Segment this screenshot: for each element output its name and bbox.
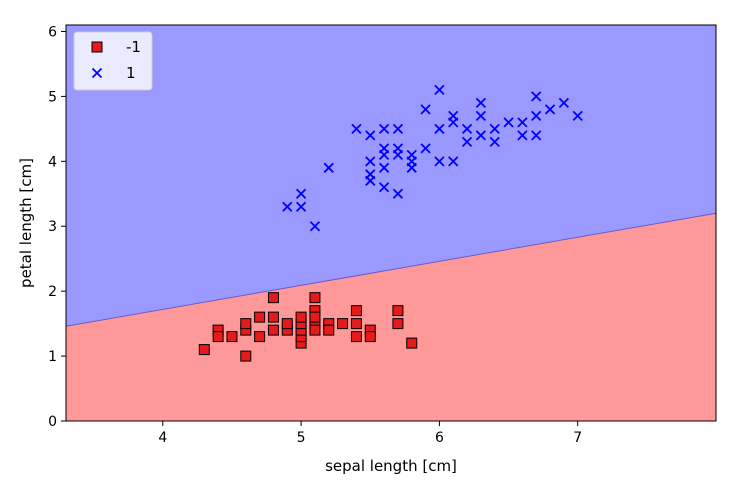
data-point-x <box>295 188 307 199</box>
x-tick-label: 7 <box>573 430 582 446</box>
data-point-x <box>378 162 390 173</box>
x-axis-ticks: 4 5 6 7 <box>158 421 582 446</box>
data-point-square <box>406 337 418 349</box>
data-point-square <box>226 331 238 343</box>
data-point-x <box>572 110 583 122</box>
y-axis-label: petal length [cm] <box>17 158 35 288</box>
data-point-x <box>365 156 376 167</box>
data-point-square <box>337 318 349 330</box>
data-point-x <box>365 175 376 186</box>
legend-marker-x <box>91 67 103 79</box>
y-tick-label: 0 <box>48 414 57 430</box>
data-point-square <box>364 331 376 343</box>
x-tick-label: 6 <box>435 430 444 446</box>
data-point-square <box>254 311 266 323</box>
data-points <box>198 84 583 362</box>
data-point-x <box>434 123 445 135</box>
data-point-x <box>406 162 417 173</box>
x-tick-label: 5 <box>297 430 306 446</box>
data-point-x <box>309 221 321 232</box>
data-point-x <box>475 130 487 141</box>
x-tick-label: 4 <box>158 430 167 446</box>
data-point-square <box>392 305 404 317</box>
data-point-x <box>489 123 500 135</box>
legend-x-icon <box>91 67 103 79</box>
y-axis-ticks: 0 1 2 3 4 5 6 <box>48 24 66 430</box>
data-point-x <box>448 156 459 167</box>
data-point-x <box>434 156 445 167</box>
data-point-square <box>309 311 321 323</box>
data-point-x <box>517 117 528 128</box>
data-point-square <box>198 344 210 356</box>
region-class-1 <box>66 25 716 327</box>
data-point-x <box>392 123 404 135</box>
data-point-x <box>420 143 431 154</box>
data-point-x <box>392 188 404 199</box>
data-point-square <box>309 324 321 336</box>
data-point-x <box>558 97 570 109</box>
data-point-x <box>434 84 445 96</box>
data-point-x <box>351 123 362 135</box>
data-point-x <box>461 136 473 147</box>
data-point-square <box>350 305 362 317</box>
y-tick-label: 1 <box>48 349 57 365</box>
data-point-x <box>323 162 334 173</box>
data-point-square <box>295 311 307 323</box>
data-point-square <box>240 350 252 362</box>
data-point-square <box>240 318 252 330</box>
legend-marker-square <box>91 41 103 53</box>
data-point-x <box>475 97 487 109</box>
y-tick-label: 6 <box>48 24 57 40</box>
data-point-x <box>378 123 390 135</box>
data-point-x <box>531 91 542 102</box>
data-point-x <box>531 110 542 122</box>
data-point-square <box>392 318 404 330</box>
legend: -1 1 <box>73 31 153 91</box>
legend-label-positive: 1 <box>126 64 136 82</box>
data-point-square <box>254 331 266 343</box>
data-point-square <box>350 331 362 343</box>
data-point-x <box>448 117 459 128</box>
data-point-x <box>461 123 473 135</box>
data-point-x <box>503 117 514 128</box>
data-point-square <box>309 292 321 304</box>
data-point-x <box>365 130 376 141</box>
y-tick-label: 4 <box>48 154 57 170</box>
data-point-square <box>212 331 224 343</box>
plot-frame <box>65 24 717 422</box>
data-point-square <box>281 318 293 330</box>
data-point-x <box>475 110 487 122</box>
decision-boundary-line <box>65 212 717 327</box>
data-point-x <box>282 201 293 212</box>
data-point-x <box>295 201 307 212</box>
y-tick-label: 2 <box>48 284 57 300</box>
data-point-x <box>378 182 390 193</box>
data-point-x <box>544 104 556 115</box>
data-point-square <box>267 324 279 336</box>
region-class-negative-1 <box>66 213 716 421</box>
data-point-square <box>267 292 279 304</box>
y-tick-label: 5 <box>48 89 57 105</box>
decision-regions <box>65 25 717 421</box>
y-tick-label: 3 <box>48 219 57 235</box>
legend-label-negative: -1 <box>126 38 141 56</box>
data-point-square <box>267 311 279 323</box>
data-point-x <box>517 130 528 141</box>
x-axis-label: sepal length [cm] <box>325 457 457 475</box>
legend-square-icon <box>91 41 103 53</box>
data-point-x <box>531 130 542 141</box>
data-point-x <box>489 136 500 147</box>
data-point-square <box>323 324 335 336</box>
data-point-square <box>350 318 362 330</box>
data-point-x <box>392 149 404 160</box>
data-point-x <box>378 149 390 160</box>
data-point-x <box>420 104 431 115</box>
